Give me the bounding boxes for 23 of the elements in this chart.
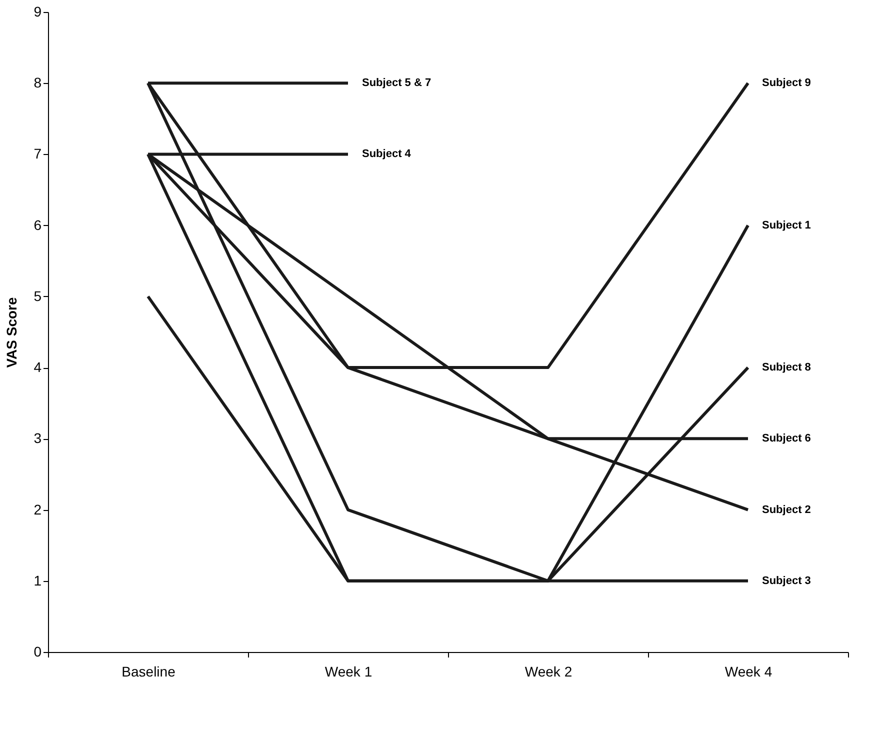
y-tick-label: 1 [34, 572, 42, 588]
y-tick-label: 6 [34, 216, 42, 233]
series-label: Subject 5 & 7 [362, 77, 432, 90]
x-tick-label: Week 4 [724, 664, 772, 680]
y-axis-title: VAS Score [4, 297, 20, 368]
y-tick-label: 5 [34, 288, 42, 304]
series-label: Subject 8 [762, 362, 811, 374]
x-tick-label: Week 1 [324, 664, 372, 680]
y-tick-label: 0 [34, 644, 42, 660]
series-label: Subject 6 [762, 432, 811, 445]
y-tick-label: 3 [34, 430, 42, 446]
y-tick-label: 9 [34, 4, 42, 20]
y-tick-label: 8 [34, 74, 42, 91]
series-label: Subject 4 [362, 148, 412, 160]
series-label: Subject 1 [762, 219, 811, 232]
x-tick-label: Week 2 [524, 664, 572, 680]
x-tick-label: Baseline [122, 664, 176, 680]
series-label: Subject 2 [762, 504, 811, 516]
y-tick-label: 2 [34, 501, 42, 518]
series-label: Subject 9 [762, 77, 811, 90]
y-tick-label: 7 [34, 146, 42, 162]
series-label: Subject 3 [762, 574, 811, 587]
y-tick-label: 4 [34, 359, 42, 376]
